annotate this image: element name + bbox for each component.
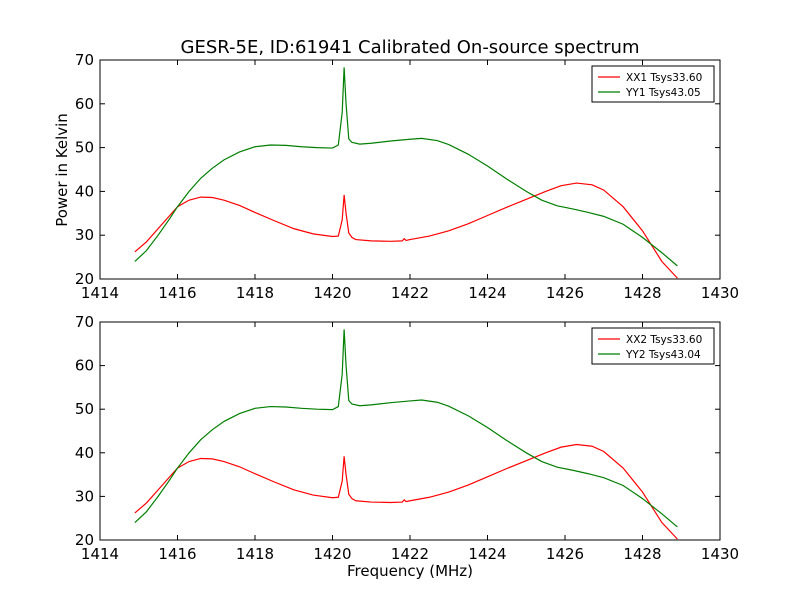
legend-1: XX1 Tsys33.60 YY1 Tsys43.05	[591, 65, 715, 103]
legend-entry: YY1 Tsys43.05	[625, 87, 701, 99]
y-tick-label: 40	[75, 182, 94, 200]
x-tick-label: 1420	[313, 545, 351, 563]
legend-entry: YY2 Tsys43.04	[625, 349, 701, 361]
y-tick-label: 30	[75, 226, 94, 244]
series-line-2-1	[134, 443, 678, 540]
x-axis-label: Frequency (MHz)	[347, 562, 473, 580]
series-line-1-1	[134, 182, 678, 279]
x-tick-label: 1418	[236, 545, 274, 563]
legend-box	[591, 65, 715, 103]
x-tick-label: 1416	[158, 545, 196, 563]
legend-2: XX2 Tsys33.60 YY2 Tsys43.04	[591, 327, 715, 365]
plot-panel-1: 1414 1416 1418 1420 1422 1424 1426 1428 1430 20 30…	[75, 51, 739, 302]
y-tick-label: 50	[75, 139, 94, 157]
y-tick-label: 70	[75, 313, 94, 331]
legend-entry: XX1 Tsys33.60	[626, 72, 702, 84]
x-tick-label: 1430	[701, 284, 739, 302]
x-tick-label: 1426	[546, 545, 584, 563]
x-tick-label: 1418	[236, 284, 274, 302]
x-tick-label: 1430	[701, 545, 739, 563]
series-line-1-2	[134, 67, 678, 267]
x-tick-label: 1428	[623, 545, 661, 563]
y-tick-label: 70	[75, 51, 94, 69]
y-tick-label: 60	[75, 357, 94, 375]
x-tick-label: 1424	[468, 545, 506, 563]
y-tick-label: 30	[75, 487, 94, 505]
chart-title: GESR-5E, ID:61941 Calibrated On-source s…	[181, 37, 640, 58]
x-tick-label: 1416	[158, 284, 196, 302]
plot-panels: 1414 1416 1418 1420 1422 1424 1426 1428 1430 20 30…	[75, 51, 739, 563]
series-line-2-2	[134, 329, 678, 528]
legend-box	[591, 327, 715, 365]
y-tick-label: 50	[75, 400, 94, 418]
x-tick-label: 1422	[391, 545, 429, 563]
x-tick-label: 1428	[623, 284, 661, 302]
x-tick-label: 1414	[81, 545, 119, 563]
x-tick-label: 1424	[468, 284, 506, 302]
x-tick-label: 1422	[391, 284, 429, 302]
y-tick-label: 20	[75, 531, 94, 549]
legend-entry: XX2 Tsys33.60	[626, 334, 702, 346]
y-tick-label: 40	[75, 444, 94, 462]
plot-panel-2: 1414 1416 1418 1420 1422 1424 1426 1428 1430 20 30…	[75, 313, 739, 563]
x-tick-label: 1414	[81, 284, 119, 302]
y-tick-label: 20	[75, 270, 94, 288]
y-axis-label: Power in Kelvin	[53, 113, 71, 227]
y-tick-label: 60	[75, 95, 94, 113]
x-tick-label: 1420	[313, 284, 351, 302]
x-tick-label: 1426	[546, 284, 584, 302]
